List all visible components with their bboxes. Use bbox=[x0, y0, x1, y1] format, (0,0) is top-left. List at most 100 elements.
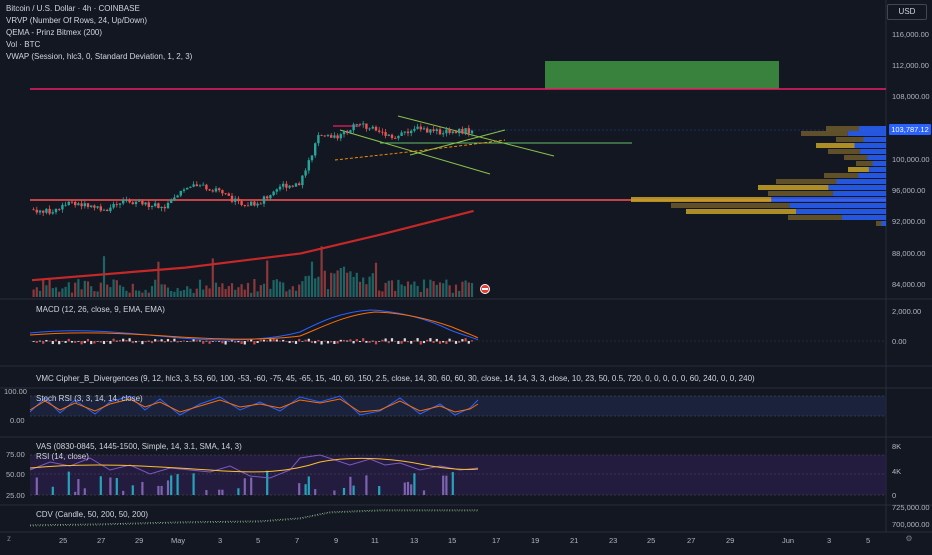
profile-row-blue bbox=[854, 143, 886, 148]
symbol-title[interactable]: Bitcoin / U.S. Dollar · 4h · COINBASE bbox=[6, 4, 140, 13]
rsi-ma-line bbox=[29, 457, 479, 473]
candle-body bbox=[93, 205, 96, 208]
indicator-legend-qema[interactable]: QEMA - Prinz Bitmex (200) bbox=[6, 28, 103, 37]
macd-hist-bar bbox=[330, 341, 333, 343]
candle-body bbox=[390, 134, 394, 138]
profile-row-blue bbox=[858, 173, 886, 178]
macd-hist-bar bbox=[202, 341, 205, 344]
macd-hist-bar bbox=[352, 341, 355, 344]
macd-title[interactable]: MACD (12, 26, close, 9, EMA, EMA) bbox=[36, 305, 165, 314]
currency-selector[interactable]: USD bbox=[887, 4, 927, 20]
macd-hist-bar bbox=[99, 341, 102, 343]
macd-hist-bar bbox=[435, 338, 438, 342]
candle-body bbox=[186, 187, 189, 190]
volume-bar bbox=[406, 281, 410, 297]
macd-hist-bar bbox=[154, 339, 157, 342]
candle-body bbox=[179, 190, 182, 196]
volume-bar bbox=[234, 289, 237, 297]
indicator-legend-vwap[interactable]: VWAP (Session, hlc3, 0, Standard Deviati… bbox=[6, 52, 193, 61]
volume-bar bbox=[214, 282, 218, 297]
macd-hist-bar bbox=[80, 341, 83, 345]
indicator-legend-vrvp[interactable]: VRVP (Number Of Rows, 24, Up/Down) bbox=[6, 16, 148, 25]
macd-hist-bar bbox=[205, 340, 208, 342]
macd-hist-bar bbox=[195, 340, 198, 342]
volume-bar bbox=[192, 292, 195, 297]
candle-body bbox=[147, 202, 150, 207]
volume-bar bbox=[138, 290, 141, 297]
volume-bar bbox=[310, 261, 314, 297]
price-tick: 88,000.00 bbox=[892, 249, 925, 258]
macd-hist-bar bbox=[250, 339, 253, 342]
macd-hist-bar bbox=[378, 341, 381, 342]
volume-bar bbox=[390, 280, 394, 297]
settings-icon[interactable]: ⚙ bbox=[905, 534, 913, 543]
macd-hist-bar bbox=[240, 341, 243, 344]
volume-bar bbox=[250, 292, 253, 297]
profile-row-blue bbox=[868, 167, 886, 172]
volume-bar bbox=[96, 291, 99, 297]
candle-body bbox=[189, 186, 192, 188]
stoch-title[interactable]: Stoch RSI (3, 3, 14, 14, close) bbox=[36, 394, 143, 403]
vas-title[interactable]: VAS (0830-0845, 1445-1500, Simple, 14, 3… bbox=[36, 442, 242, 451]
volume-bar bbox=[154, 279, 157, 297]
volume-bar bbox=[48, 278, 51, 297]
macd-hist-bar bbox=[326, 341, 330, 344]
candle-body bbox=[38, 210, 42, 213]
candle-body bbox=[429, 129, 432, 133]
volume-bar bbox=[38, 290, 42, 297]
volume-bar bbox=[35, 287, 38, 297]
volume-bar bbox=[333, 273, 336, 297]
volume-bar bbox=[269, 288, 272, 297]
cdv-title[interactable]: CDV (Candle, 50, 200, 50, 200) bbox=[36, 510, 149, 519]
volume-bar bbox=[128, 292, 131, 297]
candle-body bbox=[64, 204, 67, 206]
rsi-title[interactable]: RSI (14, close) bbox=[36, 452, 89, 461]
time-tick: 29 bbox=[726, 536, 734, 545]
candle-body bbox=[416, 126, 419, 129]
volume-bar bbox=[32, 289, 35, 297]
volume-bar bbox=[182, 289, 186, 297]
volume-bar bbox=[54, 287, 58, 297]
volume-bar bbox=[314, 278, 317, 297]
vas-bar bbox=[410, 484, 413, 495]
volume-bar bbox=[387, 280, 390, 297]
candle-body bbox=[144, 202, 147, 205]
macd-hist-bar bbox=[179, 341, 182, 342]
macd-hist-bar bbox=[61, 341, 64, 342]
macd-hist-bar bbox=[214, 341, 218, 342]
candle-body bbox=[445, 129, 448, 134]
volume-bar bbox=[307, 275, 310, 297]
macd-hist-bar bbox=[333, 341, 336, 345]
macd-hist-bar bbox=[285, 341, 288, 342]
volume-bar bbox=[323, 270, 326, 297]
candle-body bbox=[470, 130, 474, 134]
macd-hist-bar bbox=[323, 340, 326, 342]
volume-bar bbox=[173, 291, 176, 297]
candle-body bbox=[67, 201, 70, 205]
volume-bar bbox=[445, 279, 448, 297]
macd-hist-bar bbox=[256, 341, 259, 343]
candle-body bbox=[314, 143, 317, 156]
volume-bar bbox=[464, 280, 467, 297]
indicator-legend-vol[interactable]: Vol · BTC bbox=[6, 40, 41, 49]
candle-body bbox=[438, 129, 442, 135]
profile-row-blue bbox=[859, 149, 886, 154]
volume-bar bbox=[365, 284, 368, 297]
profile-row-gold bbox=[824, 173, 859, 178]
macd-hist-bar bbox=[83, 341, 86, 344]
candle-body bbox=[234, 198, 237, 202]
candle-body bbox=[371, 126, 374, 129]
candle-body bbox=[109, 207, 112, 212]
candle-body bbox=[173, 197, 176, 200]
z-icon[interactable]: z bbox=[7, 534, 11, 543]
candle-body bbox=[96, 206, 99, 208]
volume-bar bbox=[301, 281, 304, 297]
candle-body bbox=[406, 131, 410, 134]
candle-body bbox=[349, 130, 352, 133]
vas-bar bbox=[99, 476, 102, 495]
candle-body bbox=[259, 203, 262, 205]
flag-icon[interactable] bbox=[480, 284, 490, 294]
cipher-title[interactable]: VMC Cipher_B_Divergences (9, 12, hlc3, 3… bbox=[36, 374, 755, 383]
